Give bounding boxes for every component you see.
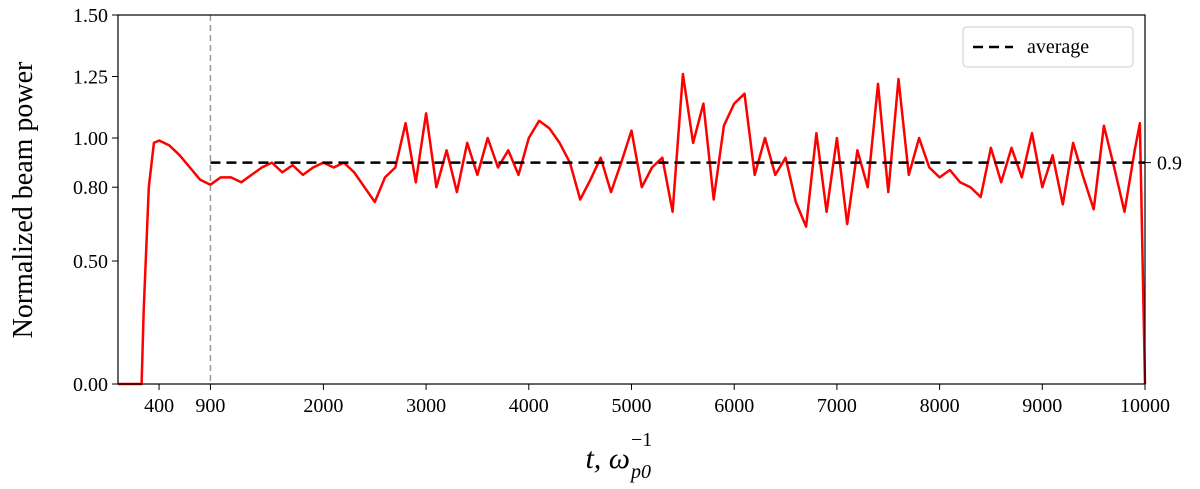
x-tick-label: 5000 <box>612 395 652 417</box>
y-tick-label: 0.50 <box>73 251 108 273</box>
x-tick-label: 9000 <box>1022 395 1062 417</box>
y-axis-label: Normalized beam power <box>8 61 39 338</box>
y-tick-label: 1.25 <box>73 67 108 89</box>
x-tick-label: 4000 <box>509 395 549 417</box>
y-tick-label: 1.50 <box>73 5 108 27</box>
x-tick-label: 400 <box>144 395 174 417</box>
x-tick-label: 8000 <box>920 395 960 417</box>
legend-box <box>962 26 1134 68</box>
y-tick-label: 0.80 <box>73 177 108 199</box>
legend-label: average <box>1027 36 1089 58</box>
x-tick-label: 10000 <box>1120 395 1170 417</box>
x-tick-label: 6000 <box>714 395 754 417</box>
x-axis-label-sub: p0 <box>629 461 651 483</box>
x-axis-label: t, ω <box>585 442 630 475</box>
x-tick-label: 7000 <box>817 395 857 417</box>
average-value-label: 0.9 <box>1157 153 1182 175</box>
y-tick-label: 1.00 <box>73 128 108 150</box>
y-tick-label: 0.00 <box>73 374 108 396</box>
x-axis-label-sup: −1 <box>631 429 652 451</box>
frame <box>117 14 1146 385</box>
x-tick-label: 900 <box>195 395 225 417</box>
x-tick-label: 3000 <box>406 395 446 417</box>
data-line <box>118 72 1147 386</box>
x-tick-label: 2000 <box>303 395 343 417</box>
